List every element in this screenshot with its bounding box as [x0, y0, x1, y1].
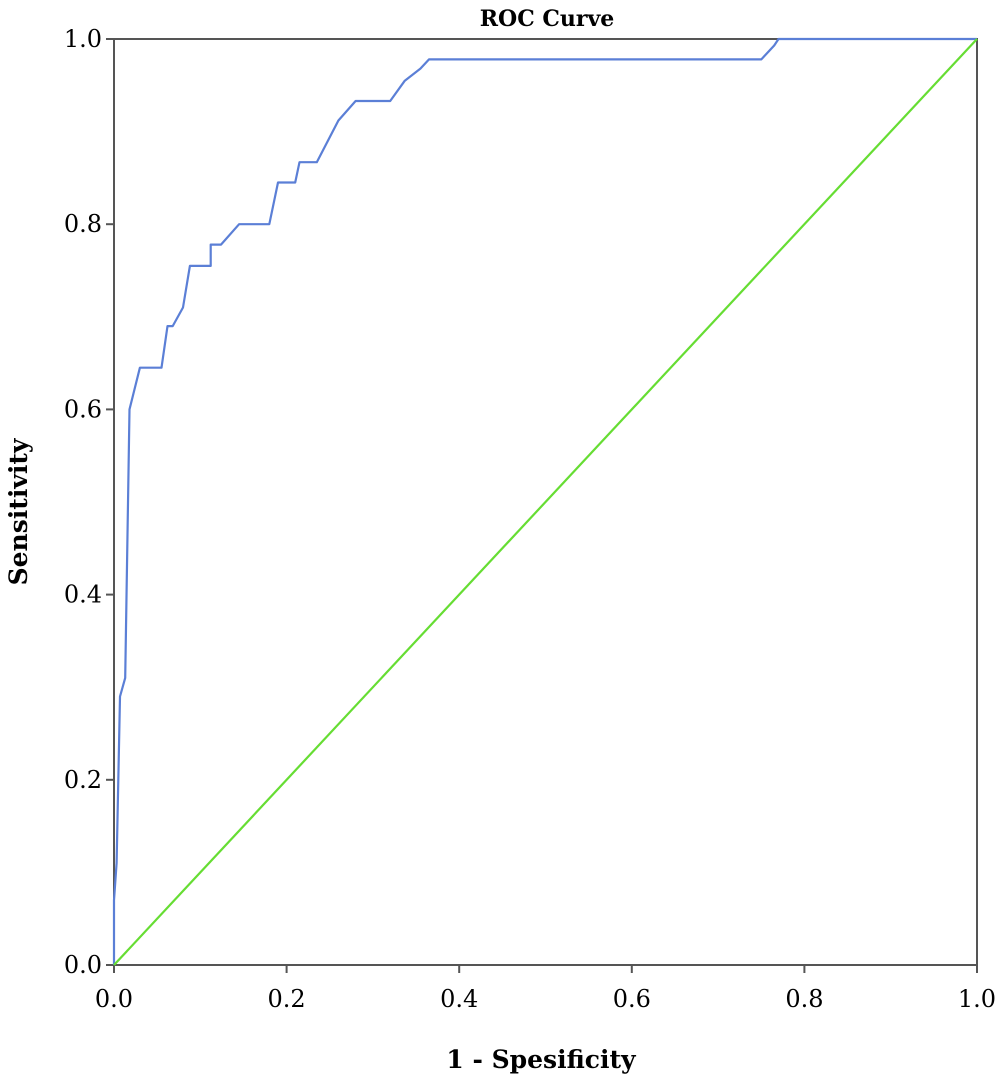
x-axis-label: 1 - Spesificity [446, 1045, 637, 1074]
x-axis: 0.0 0.2 0.4 0.6 0.8 1.0 [95, 965, 996, 1013]
roc-curve-line [112, 37, 977, 965]
x-tick-label: 1.0 [958, 985, 996, 1013]
y-tick-label: 0.8 [64, 210, 102, 238]
x-tick-label: 0.4 [440, 985, 478, 1013]
y-axis-label: Sensitivity [4, 437, 33, 585]
y-tick-label: 1.0 [64, 25, 102, 53]
y-tick-label: 0.6 [64, 395, 102, 423]
x-tick-label: 0.0 [95, 985, 133, 1013]
x-tick-label: 0.8 [785, 985, 823, 1013]
x-tick-label: 0.2 [268, 985, 306, 1013]
x-tick-label: 0.6 [613, 985, 651, 1013]
chart-title: ROC Curve [480, 6, 615, 32]
reference-line [113, 38, 978, 966]
y-axis: 0.0 0.2 0.4 0.6 0.8 1.0 [64, 25, 114, 979]
y-tick-label: 0.4 [64, 581, 102, 609]
y-tick-label: 0.2 [64, 766, 102, 794]
series-layer [112, 37, 978, 966]
y-tick-label: 0.0 [64, 951, 102, 979]
